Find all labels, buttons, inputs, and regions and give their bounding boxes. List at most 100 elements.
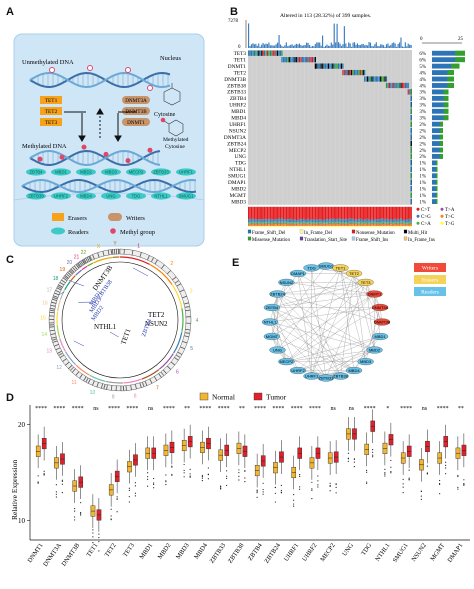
circos-gene-label: TET1 bbox=[119, 327, 132, 346]
significance-label: ns bbox=[422, 406, 428, 412]
outlier bbox=[311, 497, 313, 500]
titv-segment bbox=[291, 219, 293, 223]
titv-segment bbox=[340, 226, 343, 227]
outlier bbox=[439, 479, 441, 482]
mutation-cell bbox=[314, 63, 316, 69]
outlier bbox=[366, 471, 368, 473]
chromosome-band bbox=[51, 301, 57, 304]
titv-segment bbox=[362, 226, 364, 227]
chromosome-label: 7 bbox=[156, 385, 159, 391]
mutation-cell bbox=[301, 57, 303, 63]
mutation-cell bbox=[410, 186, 412, 192]
chromosome-band bbox=[96, 382, 99, 388]
mutation-cell bbox=[319, 63, 321, 69]
chromosome-band bbox=[112, 249, 114, 255]
titv-segment bbox=[314, 222, 317, 224]
chromosome-band bbox=[154, 259, 158, 265]
methyl-group bbox=[37, 156, 43, 162]
titv-segment bbox=[303, 226, 305, 227]
titv-segment bbox=[275, 221, 277, 224]
chromosome-arc bbox=[149, 264, 173, 286]
titv-segment bbox=[403, 223, 405, 225]
mutation-cell bbox=[371, 76, 373, 82]
tmb-bar bbox=[387, 43, 389, 48]
titv-segment bbox=[324, 219, 327, 223]
gene-label: UNG bbox=[235, 154, 247, 160]
titv-segment bbox=[372, 226, 375, 227]
mutation-cell bbox=[410, 140, 412, 147]
network-node-label: UNG bbox=[273, 348, 282, 353]
tmb-bar bbox=[249, 45, 251, 48]
titv-segment bbox=[384, 223, 386, 225]
panel-letter-b: B bbox=[230, 6, 238, 18]
outlier bbox=[55, 484, 57, 486]
titv-segment bbox=[385, 222, 388, 224]
outlier bbox=[390, 472, 392, 474]
tmb-bar bbox=[393, 42, 395, 48]
outlier bbox=[439, 493, 441, 495]
titv-segment bbox=[380, 224, 382, 227]
freq-bar-segment bbox=[435, 199, 438, 204]
titv-segment bbox=[362, 220, 364, 223]
mutation-cell bbox=[410, 128, 412, 134]
titv-segment bbox=[287, 224, 289, 227]
chromosome-band bbox=[100, 383, 104, 389]
mutation-legend-label: In_Frame_Ins bbox=[408, 238, 435, 243]
titv-segment bbox=[285, 206, 288, 220]
tmb-bar bbox=[252, 43, 254, 48]
mutation-cell bbox=[410, 95, 412, 101]
titv-segment bbox=[382, 221, 385, 224]
freq-bar-segment bbox=[451, 63, 460, 69]
titv-segment bbox=[377, 224, 379, 227]
alteration-frequency-bars bbox=[432, 50, 465, 204]
box bbox=[346, 428, 351, 440]
freq-bar bbox=[432, 121, 443, 127]
methyl-group bbox=[103, 151, 109, 157]
mutation-cell bbox=[410, 186, 412, 192]
network-edge bbox=[269, 293, 278, 323]
box bbox=[72, 480, 78, 492]
mutation-cell bbox=[410, 108, 412, 114]
mutation-cell bbox=[372, 76, 375, 82]
titv-segment bbox=[266, 219, 269, 222]
gene-pct: 3% bbox=[419, 110, 426, 115]
titv-segment bbox=[404, 219, 407, 223]
mutation-cell bbox=[324, 63, 327, 69]
circos-gene-label: NSUN2 bbox=[145, 320, 168, 328]
titv-segment bbox=[261, 206, 263, 220]
titv-segment bbox=[319, 223, 321, 225]
titv-segment bbox=[345, 224, 347, 227]
titv-segment bbox=[258, 206, 260, 220]
titv-segment bbox=[298, 218, 301, 222]
titv-segment bbox=[391, 226, 393, 227]
titv-segment bbox=[353, 206, 356, 220]
mutation-cell bbox=[339, 63, 341, 69]
chromosome-label: 19 bbox=[60, 267, 66, 273]
chromosome-label: X bbox=[97, 244, 101, 250]
outlier bbox=[147, 476, 149, 478]
network-edge bbox=[297, 370, 341, 377]
box bbox=[242, 445, 248, 457]
chromosome-label: 2 bbox=[170, 261, 173, 267]
chromosome-band bbox=[59, 354, 65, 359]
reader-pill-label: NTHL1 bbox=[154, 194, 168, 199]
network-edge bbox=[286, 282, 375, 295]
mutation-cell bbox=[410, 102, 412, 108]
outlier bbox=[244, 470, 246, 472]
titv-segment bbox=[403, 224, 405, 227]
mutation-cell bbox=[410, 115, 412, 121]
titv-segment bbox=[301, 223, 304, 225]
titv-segment bbox=[394, 218, 396, 222]
network-edge bbox=[297, 293, 375, 371]
label-cytosine: Cytosine bbox=[154, 112, 176, 118]
titv-legend-label: C>T bbox=[421, 208, 430, 213]
titv-segment bbox=[329, 206, 331, 220]
chromosome-band bbox=[51, 336, 57, 339]
titv-segment bbox=[326, 224, 328, 227]
chromosome-ideogram bbox=[184, 306, 192, 334]
mutation-legend-label: Missense_Mutation bbox=[252, 238, 290, 243]
titv-segment bbox=[285, 226, 288, 227]
titv-segment bbox=[284, 206, 286, 219]
mutation-cell bbox=[410, 160, 412, 166]
